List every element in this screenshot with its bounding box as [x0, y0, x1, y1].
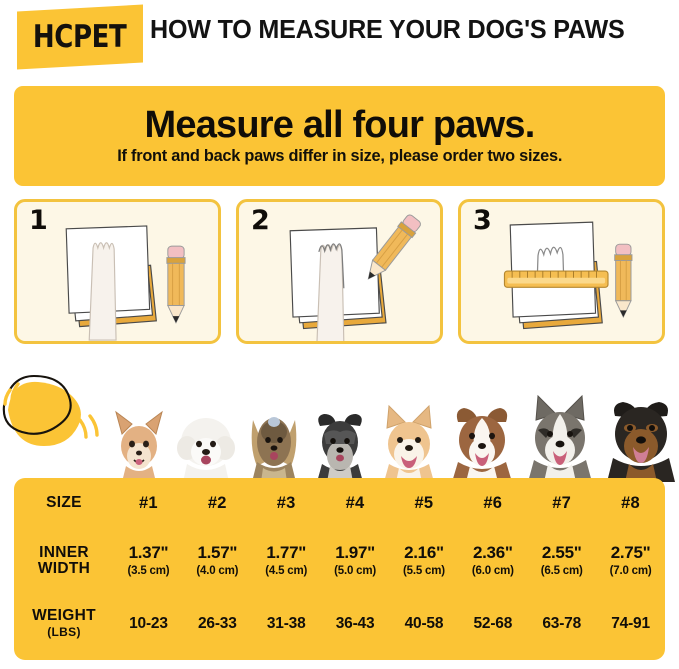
dog-rottweiler [606, 402, 675, 482]
weight-cell: 26-33 [197, 615, 237, 632]
size-cell: #8 [621, 493, 640, 512]
step-panel-3: 3 [458, 199, 665, 344]
inner-width-cell: 1.57" (4.0 cm) [196, 543, 239, 577]
blob-icon [2, 374, 99, 446]
inner-width-cell: 2.16" (5.5 cm) [403, 543, 445, 577]
weight-cell: 74-91 [611, 615, 650, 632]
dog-australian-shepherd [452, 408, 513, 482]
size-cell: #3 [276, 493, 296, 512]
size-cells: #1 #2 #3 #4 #5 #6 #7 #8 [114, 478, 665, 528]
step-number-2: 2 [251, 205, 270, 236]
inner-width-cells: 1.37" (3.5 cm) 1.57" (4.0 cm) 1.77" (4.5… [114, 528, 665, 594]
inner-width-cell: 1.97" (5.0 cm) [334, 543, 376, 577]
banner-headline: Measure all four paws. [144, 104, 536, 147]
dog-photo-strip [110, 352, 679, 482]
table-row-inner-width: INNER WIDTH 1.37" (3.5 cm) 1.57" (4.0 cm… [14, 528, 665, 594]
page-header: HCPET HOW TO MEASURE YOUR DOG'S PAWS [0, 0, 679, 78]
row-label-size: SIZE [46, 493, 82, 511]
table-row-weight: WEIGHT (LBS) 10-23 26-33 31-38 36-43 40-… [14, 594, 665, 654]
page-title: HOW TO MEASURE YOUR DOG'S PAWS [150, 16, 625, 44]
size-cell: #6 [483, 493, 503, 512]
inner-width-cell: 2.55" (6.5 cm) [540, 543, 583, 577]
step-number-1: 1 [29, 205, 48, 236]
dog-bichon-frise [177, 418, 236, 482]
weight-cells: 10-23 26-33 31-38 36-43 40-58 52-68 63-7… [114, 594, 665, 654]
step-panel-2: 2 [236, 199, 443, 344]
step-number-3: 3 [473, 205, 492, 236]
dog-breed-row [0, 352, 679, 482]
decorative-blob [2, 366, 110, 462]
size-cell: #1 [139, 493, 158, 512]
dog-chihuahua [115, 410, 163, 482]
instruction-banner: Measure all four paws. If front and back… [14, 86, 665, 186]
dog-schnauzer [316, 414, 363, 482]
step-2-illustration [289, 214, 421, 341]
step-panel-1: 1 [14, 199, 221, 344]
dog-alaskan-malamute [527, 394, 592, 482]
size-cell: #4 [345, 493, 365, 512]
size-cell: #5 [414, 493, 434, 512]
weight-cell: 40-58 [404, 615, 444, 632]
step-1-illustration [65, 225, 186, 341]
weight-cell: 36-43 [335, 615, 375, 632]
banner-subtext: If front and back paws differ in size, p… [117, 147, 562, 166]
inner-width-cell: 2.36" (6.0 cm) [471, 543, 514, 577]
step-3-illustration [503, 221, 633, 330]
row-label-weight: WEIGHT (LBS) [32, 607, 96, 639]
brand-logo-text: HCPET [33, 18, 127, 55]
dog-shiba-inu [384, 404, 435, 482]
inner-width-cell: 1.77" (4.5 cm) [265, 543, 308, 577]
steps-row: 1 2 [14, 199, 665, 344]
inner-width-cell: 2.75" (7.0 cm) [609, 543, 652, 577]
inner-width-cell: 1.37" (3.5 cm) [127, 543, 170, 577]
size-chart-table: SIZE #1 #2 #3 #4 #5 #6 #7 #8 INNER WIDTH… [14, 478, 665, 660]
weight-cell: 52-68 [473, 615, 513, 632]
size-cell: #2 [207, 493, 227, 512]
size-cell: #7 [552, 493, 572, 512]
weight-cell: 63-78 [542, 615, 582, 632]
hcpet-logo-badge: HCPET [17, 4, 143, 70]
row-label-inner-width: INNER WIDTH [37, 543, 91, 577]
dog-yorkshire-terrier [251, 417, 296, 482]
table-row-size: SIZE #1 #2 #3 #4 #5 #6 #7 #8 [14, 478, 665, 528]
weight-cell: 10-23 [129, 615, 168, 632]
weight-cell: 31-38 [266, 615, 306, 632]
